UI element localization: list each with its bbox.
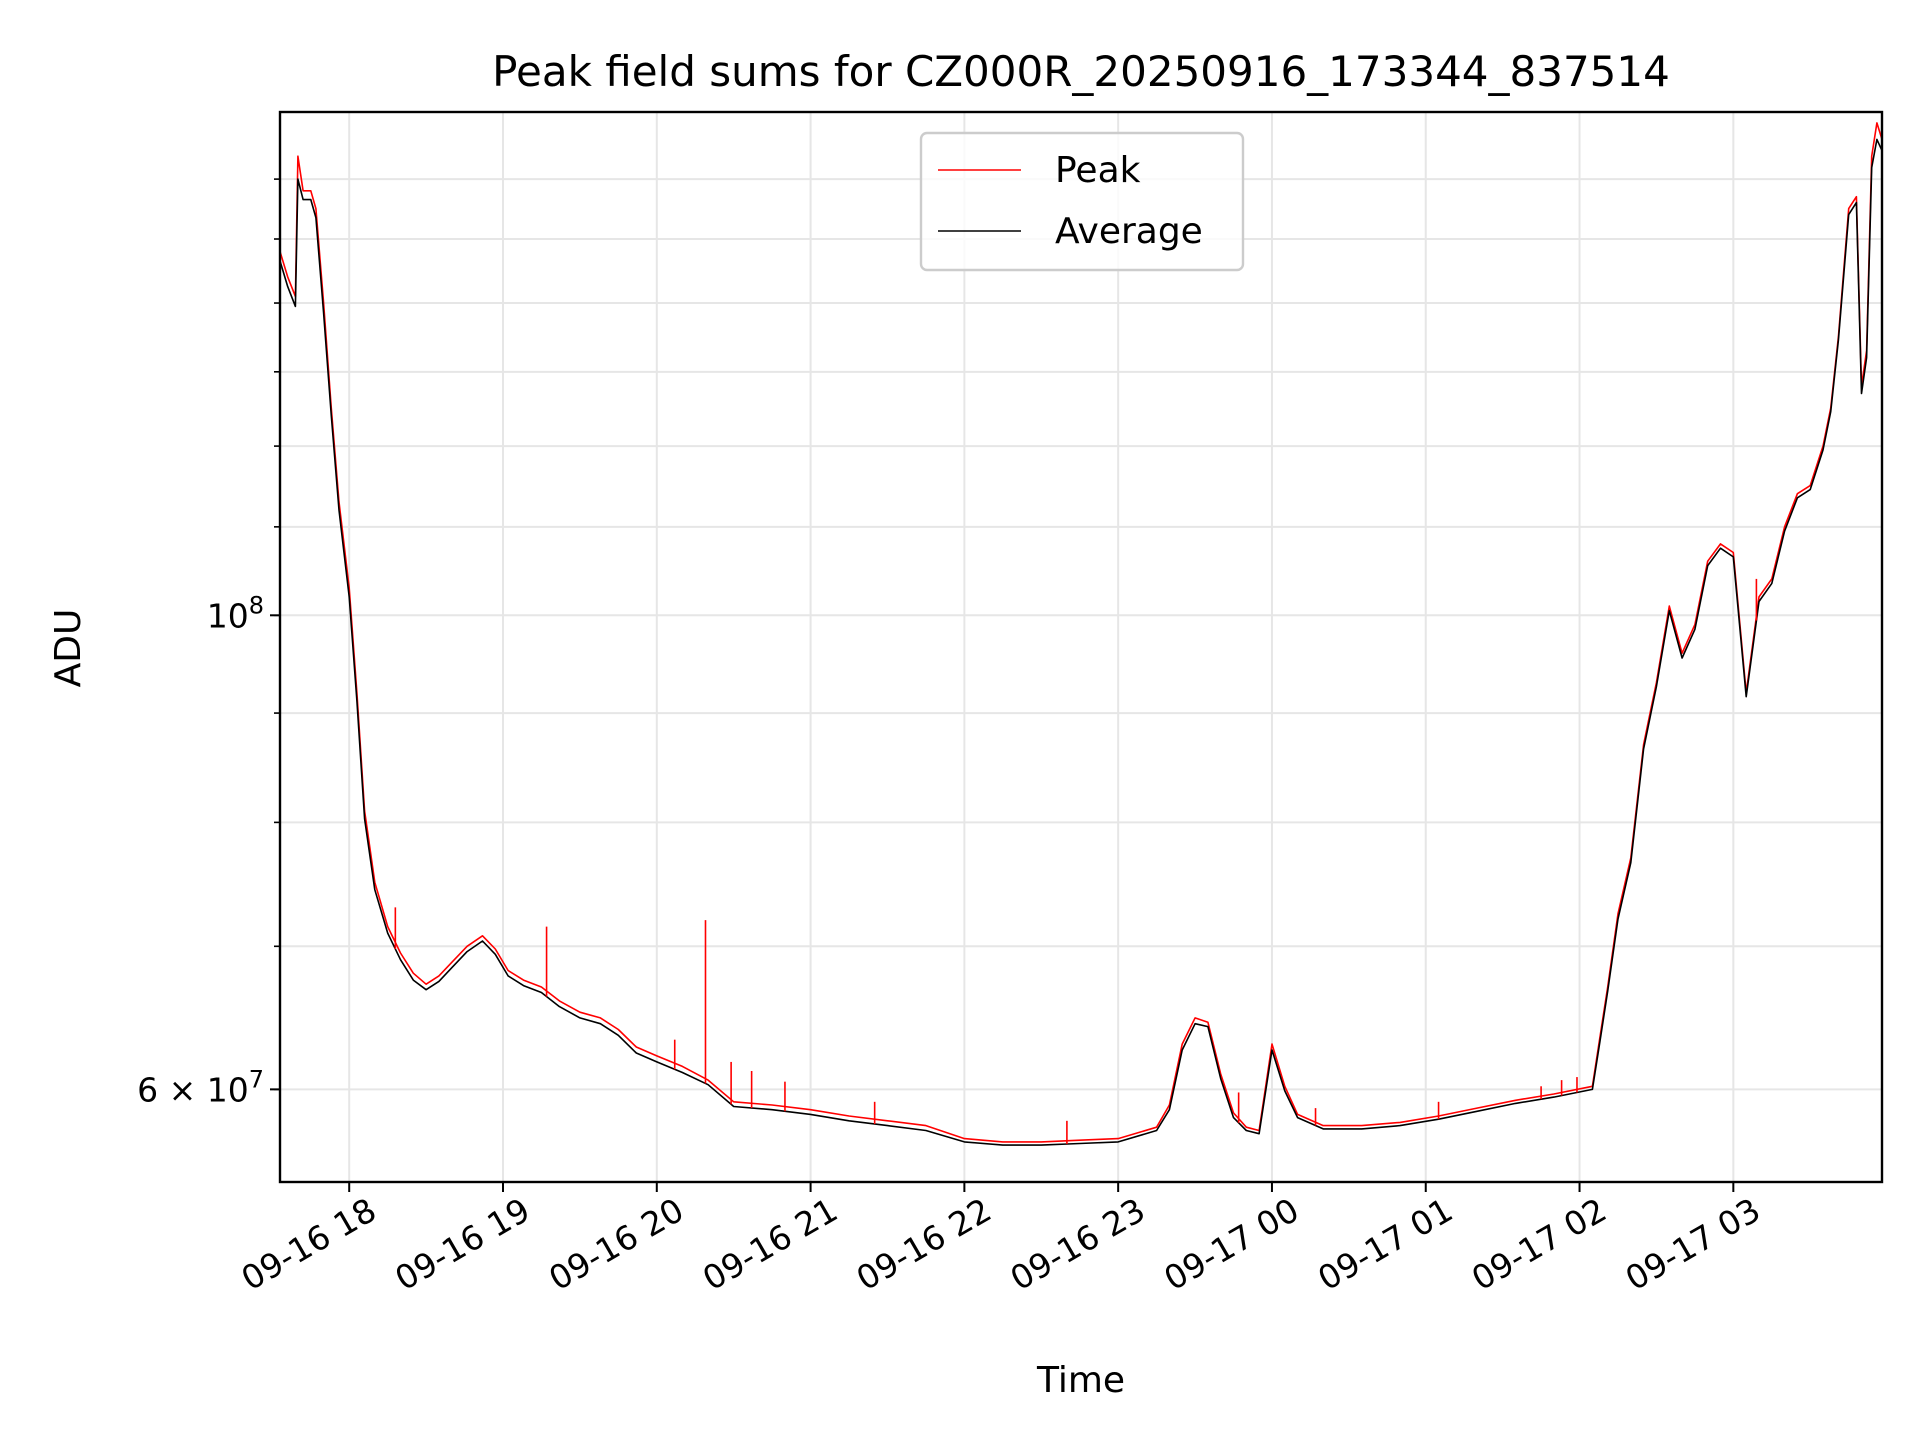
y-axis-label: ADU (48, 609, 89, 688)
chart-title: Peak field sums for CZ000R_20250916_1733… (492, 47, 1670, 96)
y-tick-label: 108 (207, 591, 264, 635)
legend-label-average: Average (1055, 211, 1203, 252)
x-axis-label: Time (1036, 1360, 1125, 1401)
legend-box (919, 131, 1245, 272)
legend: Peak Average (919, 131, 1245, 272)
series-layer (279, 122, 1883, 1146)
plot-frame (278, 110, 1884, 1184)
legend-label-peak: Peak (1055, 150, 1141, 191)
y-axis: 108 6 × 107 (137, 178, 280, 1109)
y-tick-label: 6 × 107 (137, 1065, 264, 1109)
series-line-average (279, 138, 1883, 1146)
grid (280, 112, 1882, 1182)
